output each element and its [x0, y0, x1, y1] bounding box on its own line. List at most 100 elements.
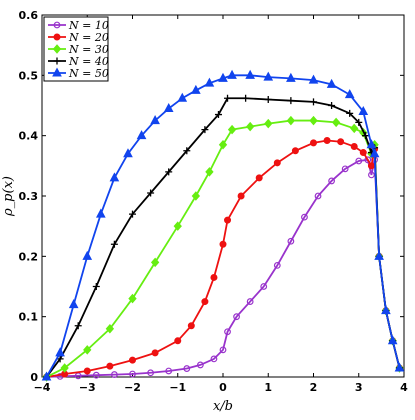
- data-point: [191, 191, 201, 201]
- data-point: [310, 139, 317, 147]
- data-point: [106, 362, 114, 370]
- data-point: [337, 138, 345, 146]
- data-point: [210, 273, 218, 281]
- data-point: [55, 347, 65, 357]
- x-tick-label: 1: [264, 381, 272, 394]
- x-tick-label: 4: [400, 381, 408, 394]
- legend-item: N = 20: [48, 31, 109, 44]
- data-point: [263, 71, 274, 81]
- legend-label: N = 40: [68, 55, 109, 68]
- data-point: [92, 283, 100, 290]
- data-point: [129, 210, 136, 218]
- data-point: [374, 250, 384, 260]
- legend-item: N = 50: [48, 67, 109, 80]
- data-point: [150, 115, 160, 125]
- data-point: [314, 192, 322, 200]
- data-point: [129, 370, 136, 378]
- data-point: [381, 305, 391, 315]
- series-2: [43, 136, 403, 381]
- data-point: [227, 69, 237, 79]
- data-point: [82, 250, 93, 260]
- data-point: [291, 147, 299, 155]
- data-point: [173, 221, 182, 231]
- data-point: [183, 147, 191, 155]
- data-point: [92, 371, 100, 379]
- data-point: [105, 323, 115, 334]
- data-point: [287, 237, 295, 245]
- data-point: [224, 216, 232, 224]
- legend-label: N = 30: [68, 43, 109, 56]
- data-point: [286, 115, 296, 126]
- legend-item: N = 10: [48, 19, 109, 32]
- x-tick-label: 2: [310, 381, 318, 394]
- data-point: [287, 97, 295, 105]
- data-point: [350, 143, 358, 151]
- data-point: [255, 174, 263, 182]
- data-point: [109, 172, 120, 182]
- data-point: [41, 371, 52, 381]
- data-point: [174, 337, 182, 345]
- data-point: [147, 369, 155, 377]
- data-point: [201, 126, 209, 134]
- data-point: [165, 168, 173, 176]
- y-tick-label: 0.5: [19, 69, 39, 82]
- data-point: [110, 371, 118, 378]
- data-point: [196, 361, 204, 369]
- data-point: [362, 132, 370, 140]
- data-point: [128, 293, 137, 304]
- data-point: [346, 109, 354, 117]
- data-point: [83, 367, 91, 375]
- data-point: [355, 157, 363, 165]
- data-point: [341, 165, 349, 173]
- data-point: [366, 139, 377, 149]
- data-point: [136, 130, 147, 140]
- data-point: [245, 121, 255, 132]
- data-point: [260, 283, 268, 290]
- data-point: [328, 102, 336, 109]
- data-point: [369, 148, 380, 158]
- x-tick-label: 3: [355, 381, 363, 394]
- x-tick-label: −1: [169, 381, 186, 394]
- legend-label: N = 20: [68, 31, 109, 44]
- data-point: [301, 213, 308, 221]
- data-point: [273, 159, 281, 167]
- data-point: [204, 77, 215, 87]
- series-4: [43, 94, 403, 381]
- data-point: [191, 84, 201, 94]
- data-point: [219, 346, 227, 354]
- data-point: [74, 322, 82, 330]
- data-point: [210, 355, 218, 363]
- data-point: [110, 240, 118, 248]
- legend: N = 10N = 20N = 30N = 40N = 50: [43, 16, 109, 82]
- series-3: [42, 115, 404, 382]
- data-point: [233, 313, 240, 321]
- x-tick-label: −4: [34, 381, 51, 394]
- data-point: [150, 257, 160, 268]
- y-tick-label: 0.6: [19, 9, 39, 22]
- data-point: [151, 349, 159, 357]
- data-point: [344, 89, 355, 99]
- data-point: [237, 192, 245, 200]
- series-line: [46, 119, 401, 378]
- data-point: [368, 171, 375, 179]
- data-point: [187, 322, 195, 330]
- data-point: [387, 335, 398, 345]
- data-point: [394, 362, 405, 372]
- data-point: [201, 298, 209, 306]
- data-point: [245, 69, 255, 79]
- data-point: [246, 298, 254, 305]
- y-tick-label: 0.1: [19, 311, 39, 324]
- data-point: [264, 95, 272, 103]
- data-point: [286, 72, 296, 82]
- data-point: [359, 149, 367, 157]
- data-point: [355, 118, 363, 126]
- y-tick-label: 0.4: [19, 130, 39, 143]
- axis-ticks: −4 −3 −2 −1 0 1 2 3 4 0 0.1 0.2 0.3 0.4 0.5 0.6: [19, 9, 409, 394]
- data-point: [83, 345, 92, 355]
- series-layer: [41, 69, 405, 382]
- legend-marker: [52, 44, 62, 54]
- data-point: [367, 162, 375, 170]
- data-point: [60, 363, 69, 373]
- data-point: [177, 92, 188, 102]
